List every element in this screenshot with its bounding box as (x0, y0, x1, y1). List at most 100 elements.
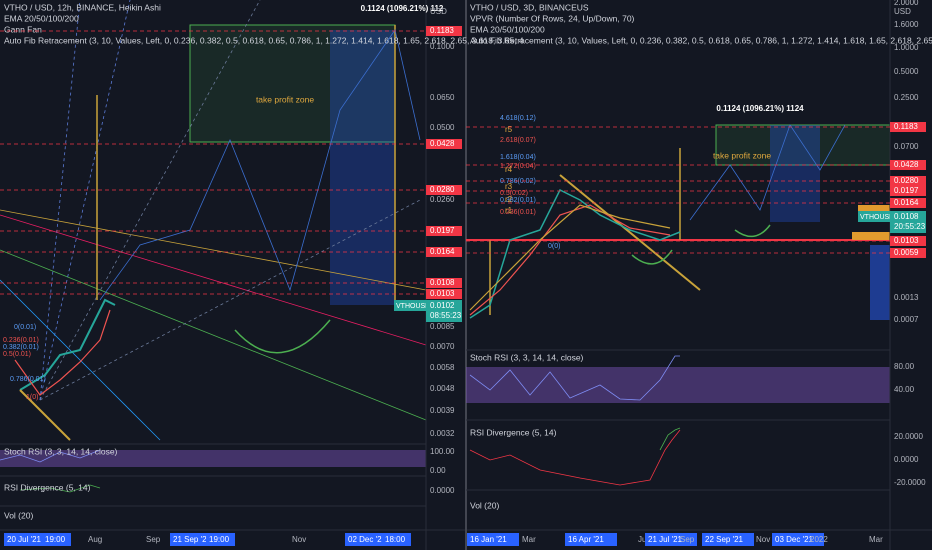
price-label: 0.0048 (430, 384, 455, 393)
price-label: 0.0164 (894, 198, 919, 207)
volume-profile (852, 232, 890, 240)
level-label: r2 (505, 195, 513, 204)
time-label: 20 Jul '21 (7, 535, 42, 544)
time-badge (206, 533, 235, 546)
price-label: 0.0085 (430, 322, 455, 331)
fib-label: 0.5(0.02) (500, 190, 528, 197)
time-label: 19:00 (45, 535, 66, 544)
fib-label: 0.5(0.01) (3, 351, 31, 358)
target-label: 0.1124 (1096.21%) 1124 (716, 104, 804, 113)
time-badge (645, 533, 697, 546)
drawings (0, 0, 427, 493)
drawings-right (466, 124, 890, 486)
time-label: 16 Apr '21 (568, 535, 604, 544)
price-label: 0.0032 (430, 429, 455, 438)
rsi-line (469, 429, 681, 486)
price-badge (426, 226, 462, 236)
price-label: 0.0000 (430, 486, 455, 495)
time-label: 18:00 (385, 535, 406, 544)
last-price: 0.0108 (894, 212, 919, 221)
price-label: 0.1183 (894, 122, 918, 131)
volume-profile (870, 245, 890, 320)
price-label: -20.0000 (894, 478, 926, 487)
fib-label: 1(0) (26, 394, 38, 401)
ema-line (14, 309, 111, 396)
price-label: 80.00 (894, 362, 915, 371)
price-label: 0.0197 (430, 226, 455, 235)
price-label: 40.00 (894, 385, 915, 394)
time-label: Mar (869, 535, 883, 544)
price-label: 0.0039 (430, 406, 455, 415)
time-label: 19:00 (209, 535, 230, 544)
fib-label: 0(0.01) (14, 324, 36, 331)
trend-line (0, 249, 427, 421)
price-badge (426, 139, 462, 149)
time-label: 22 Sep '21 (705, 535, 744, 544)
stoch-line (0, 449, 101, 463)
time-label: 2022 (810, 535, 828, 544)
legend-text: Auto Fib Retracement (3, 10, Values, Lef… (470, 35, 932, 45)
projection-box (330, 30, 395, 305)
pane-title: Vol (20) (4, 510, 33, 520)
trend-line (19, 389, 71, 441)
price-label: 0.0428 (894, 160, 919, 169)
price-label: 0.0000 (894, 455, 919, 464)
legend-text: Auto Fib Retracement (3, 10, Values, Lef… (4, 35, 524, 45)
price-label: 0.0650 (430, 93, 455, 102)
price-label: 0.0197 (894, 186, 919, 195)
price-label: 0.1183 (430, 26, 454, 35)
time-label: 16 Jan '21 (470, 535, 507, 544)
time-label: 21 Jul '21 (648, 535, 683, 544)
time-label: 02 Dec '21 (348, 535, 387, 544)
target-label: 0.1124 (1096.21%) 112 (361, 4, 444, 13)
last-price: 0.0102 (430, 301, 455, 310)
countdown: 08:55:23 (430, 311, 462, 320)
price-label: 1.6000 (894, 20, 919, 29)
ema-line (469, 204, 671, 311)
price-label: 1.0000 (894, 43, 919, 52)
price-label: 0.0164 (430, 247, 455, 256)
time-badge (702, 533, 754, 546)
time-label: Sep (146, 535, 161, 544)
stoch-band (466, 367, 890, 403)
fib-label: 0.382(0.01) (3, 344, 39, 351)
projection-box (770, 125, 820, 222)
time-badge (42, 533, 71, 546)
zone-label: take profit zone (256, 94, 314, 104)
price-label: 0.0280 (430, 185, 455, 194)
rsi-line (19, 484, 101, 493)
time-badge (467, 533, 519, 546)
price-label: 0.0280 (894, 176, 919, 185)
price-label: 0.0013 (894, 293, 919, 302)
pane-title: RSI Divergence (5, 14) (470, 427, 557, 437)
price-label: 0.0103 (430, 289, 455, 298)
trend-line (0, 209, 427, 291)
stoch-line (469, 355, 680, 401)
price-label: 2.0000 (894, 0, 919, 7)
price-label: 0.0058 (430, 363, 455, 372)
fib-label: 0.236(0.01) (500, 209, 536, 216)
pane-title: Stoch RSI (3, 3, 14, 14, close) (4, 446, 118, 456)
gann-line (39, 0, 131, 401)
unit-label: USD (430, 7, 447, 16)
price-badge (890, 186, 926, 196)
price-badge (890, 160, 926, 170)
price-badge (426, 26, 462, 36)
time-label: Nov (756, 535, 770, 544)
time-label: Mar (522, 535, 536, 544)
legend-text: EMA 20/50/100/200 (470, 24, 545, 34)
last-symbol: VTHOUSD (396, 303, 430, 310)
time-badge (382, 533, 411, 546)
profit-zone (189, 24, 396, 143)
gann-line (39, 0, 261, 401)
price-label: 0.0428 (430, 139, 455, 148)
level-label: r1 (505, 206, 513, 215)
countdown: 20:55:23 (894, 222, 926, 231)
fib-label: 0.382(0.01) (500, 197, 536, 204)
price-label: 0.5000 (894, 67, 919, 76)
last-symbol: VTHOUSD (860, 214, 894, 221)
legend-text: VTHO / USD, 12h, BINANCE, Heikin Ashi (4, 2, 161, 12)
price-badge (890, 248, 926, 258)
price-label: 0.0059 (894, 248, 919, 257)
fib-label: 4.618(0.12) (500, 115, 536, 122)
